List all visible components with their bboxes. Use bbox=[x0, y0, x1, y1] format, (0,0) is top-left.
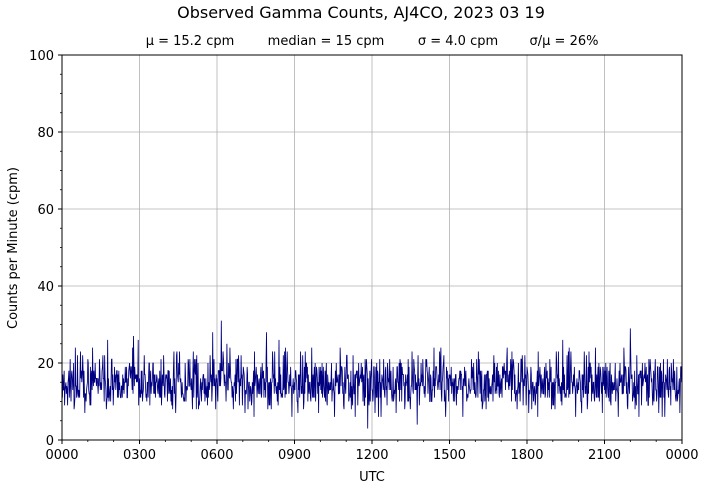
stat-sigma: σ = 4.0 cpm bbox=[418, 34, 498, 49]
x-tick-label: 0000 bbox=[665, 448, 698, 463]
y-tick-label: 20 bbox=[37, 357, 54, 372]
stats-subtitle: μ = 15.2 cpm median = 15 cpm σ = 4.0 cpm… bbox=[146, 34, 599, 49]
y-tick-label: 0 bbox=[46, 434, 54, 449]
grid-lines bbox=[61, 54, 683, 441]
x-tick-label: 1800 bbox=[510, 448, 543, 463]
x-tick-label: 1500 bbox=[433, 448, 466, 463]
y-axis-label: Counts per Minute (cpm) bbox=[6, 167, 21, 329]
axis-ticks: 0000 0300 0600 0900 1200 1500 1800 2100 00000204… bbox=[29, 49, 698, 463]
x-tick-label: 0900 bbox=[278, 448, 311, 463]
chart-title: Observed Gamma Counts, AJ4CO, 2023 03 19 bbox=[177, 3, 545, 22]
x-tick-label: 0300 bbox=[123, 448, 156, 463]
y-tick-label: 60 bbox=[37, 203, 54, 218]
x-tick-label: 1200 bbox=[355, 448, 388, 463]
x-tick-label: 2100 bbox=[588, 448, 621, 463]
stat-median: median = 15 cpm bbox=[268, 34, 385, 49]
gamma-count-series-line bbox=[61, 320, 682, 429]
x-tick-label: 0000 bbox=[45, 448, 78, 463]
x-tick-label: 0600 bbox=[200, 448, 233, 463]
y-tick-label: 100 bbox=[29, 49, 54, 64]
stat-relative-sigma: σ/μ = 26% bbox=[530, 34, 599, 49]
x-axis-label: UTC bbox=[359, 470, 385, 485]
stat-mean: μ = 15.2 cpm bbox=[146, 34, 235, 49]
y-tick-label: 80 bbox=[37, 126, 54, 141]
y-tick-label: 40 bbox=[37, 280, 54, 295]
